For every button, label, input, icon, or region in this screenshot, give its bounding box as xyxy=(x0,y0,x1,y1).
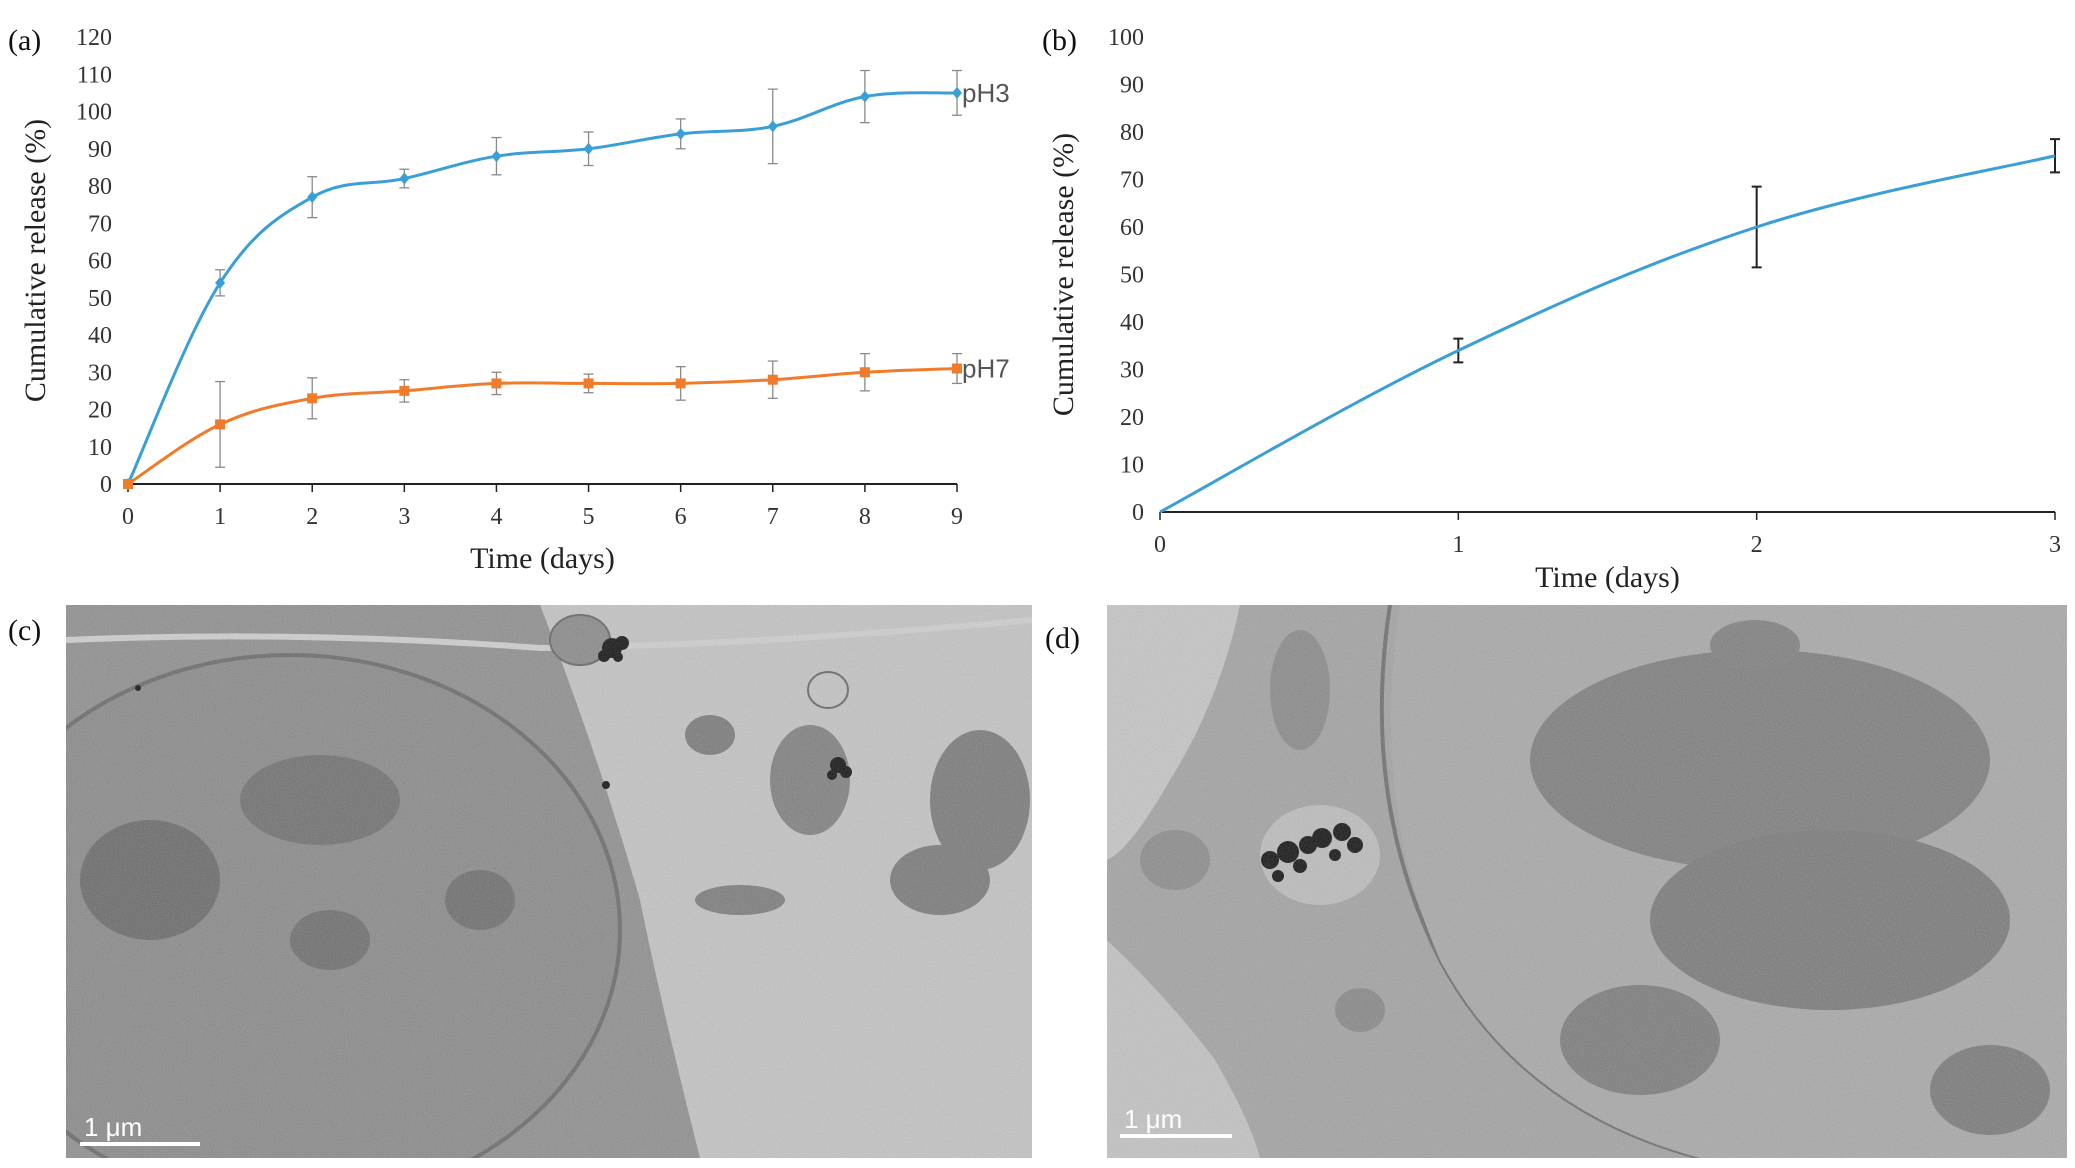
chart-a-point xyxy=(675,378,686,389)
chart-a-ytick-label: 10 xyxy=(88,435,112,461)
chart-a-xtick-label: 1 xyxy=(214,504,226,530)
chart-a-ytick-label: 120 xyxy=(76,25,112,51)
panel-label-a: (a) xyxy=(8,24,41,57)
chart-b-xtick-label: 3 xyxy=(2049,532,2061,558)
chart-b-xtick-label: 1 xyxy=(1452,532,1464,558)
panel-label-b: (b) xyxy=(1042,24,1077,57)
panel-label-d: (d) xyxy=(1045,622,1080,655)
chart-a-point xyxy=(307,393,318,404)
chart-b-ytick-label: 40 xyxy=(1120,310,1144,336)
chart-a-x-axis-title: Time (days) xyxy=(470,542,615,575)
chart-a-xtick-label: 8 xyxy=(859,504,871,530)
chart-a-ytick-label: 60 xyxy=(88,249,112,275)
chart-b-x-axis-title: Time (days) xyxy=(1535,561,1680,594)
chart-a-xtick-label: 4 xyxy=(490,504,502,530)
chart-a-ytick-label: 0 xyxy=(100,472,112,498)
chart-b-ytick-label: 10 xyxy=(1120,453,1144,479)
chart-b-series-line xyxy=(1159,154,2056,514)
chart-a-series-label: pH3 xyxy=(962,78,1010,108)
chart-b-y-axis-title: Cumulative release (%) xyxy=(1047,133,1080,416)
chart-b-ytick-label: 0 xyxy=(1132,500,1144,526)
chart-a-point xyxy=(767,120,778,133)
chart-a-point xyxy=(952,86,962,99)
chart-a-ytick-label: 110 xyxy=(77,62,112,88)
chart-b-ytick-label: 60 xyxy=(1120,215,1144,241)
chart-b-ytick-label: 90 xyxy=(1120,73,1144,99)
chart-a-ytick-label: 40 xyxy=(88,323,112,349)
chart-a-ytick-label: 100 xyxy=(76,100,112,126)
chart-a-point xyxy=(952,363,962,374)
chart-a-point xyxy=(767,374,778,385)
chart-a-point xyxy=(399,172,410,185)
chart-b: 0 10 20 30 40 50 60 70 80 90 100 0 1 2 3 Time (days) Cum… xyxy=(1047,25,2061,594)
chart-a-point xyxy=(859,90,870,103)
chart-a-point xyxy=(123,479,133,489)
chart-a-ytick-label: 90 xyxy=(88,137,112,163)
chart-a-xtick-label: 0 xyxy=(122,504,134,530)
tem-c-scale-label: 1 μm xyxy=(84,1112,142,1142)
chart-a-xtick-label: 2 xyxy=(306,504,318,530)
chart-a-series-line xyxy=(126,91,958,485)
chart-a-point xyxy=(215,419,226,430)
chart-a-point xyxy=(675,127,686,140)
chart-b-ytick-label: 20 xyxy=(1120,405,1144,431)
chart-b-ytick-label: 30 xyxy=(1120,358,1144,384)
chart-a-xtick-label: 7 xyxy=(767,504,779,530)
chart-a-ytick-label: 70 xyxy=(88,211,112,237)
chart-b-xtick-label: 0 xyxy=(1154,532,1166,558)
tem-d-grain xyxy=(1107,605,2067,1158)
chart-a-series-line xyxy=(127,367,958,486)
chart-a: 0 10 20 30 40 50 60 70 80 90 100 110 120 0 1 2 3 4 5 6 7 8 9 Ti… xyxy=(19,25,1010,575)
chart-a-point xyxy=(307,191,318,204)
chart-a-point xyxy=(491,378,502,389)
chart-a-xtick-label: 3 xyxy=(398,504,410,530)
chart-b-xtick-label: 2 xyxy=(1751,532,1763,558)
chart-a-point xyxy=(399,385,410,396)
chart-b-ytick-label: 100 xyxy=(1108,25,1144,51)
chart-a-y-axis-title: Cumulative release (%) xyxy=(19,119,52,402)
chart-a-xtick-label: 6 xyxy=(675,504,687,530)
tem-c-grain xyxy=(66,605,1032,1158)
tem-d-scale-label: 1 μm xyxy=(1124,1104,1182,1134)
chart-a-series-label: pH7 xyxy=(962,354,1010,384)
panel-label-c: (c) xyxy=(8,614,41,647)
chart-a-ytick-label: 30 xyxy=(88,360,112,386)
chart-a-point xyxy=(859,367,870,378)
chart-a-ytick-label: 20 xyxy=(88,398,112,424)
tem-micrograph-c: 1 μm xyxy=(66,605,1032,1158)
chart-a-point xyxy=(491,150,502,163)
chart-b-ytick-label: 50 xyxy=(1120,263,1144,289)
chart-a-ytick-label: 80 xyxy=(88,174,112,200)
chart-b-ytick-label: 70 xyxy=(1120,168,1144,194)
chart-a-xtick-label: 5 xyxy=(583,504,595,530)
chart-a-point xyxy=(583,142,594,155)
chart-a-ytick-label: 50 xyxy=(88,286,112,312)
tem-micrograph-d: 1 μm xyxy=(1107,605,2067,1158)
chart-a-point xyxy=(583,378,594,389)
chart-a-point xyxy=(215,276,226,289)
chart-a-xtick-label: 9 xyxy=(951,504,963,530)
chart-b-ytick-label: 80 xyxy=(1120,120,1144,146)
